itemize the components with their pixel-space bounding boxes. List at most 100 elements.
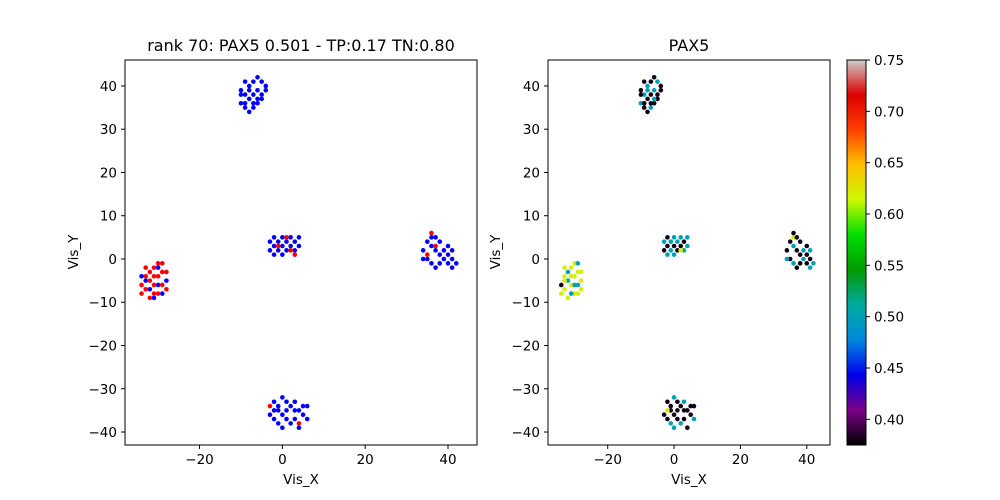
colorbar-tick-label: 0.55: [874, 258, 904, 274]
colorbar-frame: [846, 59, 867, 446]
right-scatter-point: [645, 96, 650, 102]
right-scatter-point: [641, 100, 647, 106]
left-scatter-point: [246, 87, 252, 93]
right-scatter-point: [651, 87, 657, 93]
right-scatter-point: [668, 248, 674, 253]
left-scatter-point: [425, 256, 430, 262]
right-scatter-point: [572, 261, 577, 266]
right-scatter-point: [575, 282, 581, 288]
left-scatter-point: [300, 403, 306, 409]
right-scatter-point: [681, 408, 687, 413]
right-scatter-point: [807, 248, 813, 253]
left-scatter-point: [304, 416, 310, 422]
right-scatter-point: [648, 100, 654, 106]
left-scatter-point: [433, 235, 438, 240]
right-scatter-point: [671, 395, 677, 400]
left-scatter-point: [449, 265, 455, 270]
left-scatter-point: [267, 248, 273, 253]
left-scatter-point: [445, 243, 451, 249]
left-scatter-point: [429, 243, 434, 249]
right-scatter-point: [665, 243, 670, 249]
left-x-tick-label: 0: [278, 452, 287, 468]
left-scatter-point: [284, 408, 289, 413]
left-y-tick-label: −30: [89, 382, 118, 398]
left-scatter-point: [155, 282, 161, 288]
left-scatter-point: [429, 261, 434, 266]
right-scatter-point: [562, 265, 567, 270]
left-scatter-point: [155, 273, 161, 279]
right-y-tick-label: −30: [512, 382, 541, 398]
left-scatter-point: [275, 421, 281, 426]
right-scatter-point: [565, 295, 571, 301]
right-scatter-point: [685, 408, 690, 413]
right-scatter-point: [691, 403, 697, 409]
left-scatter-point: [296, 408, 302, 413]
right-y-ticks: −40 −30 −20 −10 0 10 20 30 40: [512, 79, 548, 441]
right-x-tick-label: 20: [732, 452, 749, 468]
right-y-tick-label: 40: [523, 79, 540, 95]
right-scatter-point: [681, 416, 687, 422]
left-scatter-point: [155, 291, 161, 296]
right-scatter-point: [651, 75, 657, 80]
right-scatter-point: [568, 282, 574, 288]
right-x-ticks: −20 0 20 40: [593, 445, 815, 468]
left-x-tick-label: 40: [439, 452, 456, 468]
right-scatter-point: [645, 83, 650, 89]
left-y-tick-label: 30: [100, 122, 117, 138]
left-scatter-point: [292, 248, 298, 253]
right-plot-frame: [547, 59, 831, 446]
left-scatter-point: [271, 252, 277, 257]
right-scatter-point: [681, 248, 687, 253]
right-scatter-point: [661, 239, 667, 244]
right-scatter-point: [671, 243, 677, 249]
right-scatter-point: [688, 412, 693, 418]
left-scatter-point: [147, 286, 153, 292]
left-scatter-point: [425, 252, 430, 257]
right-scatter-point: [668, 403, 674, 409]
right-y-tick-label: −10: [512, 295, 541, 311]
right-scatter-point: [645, 109, 650, 115]
left-scatter-point: [420, 256, 426, 262]
colorbar-tick-label: 0.40: [874, 412, 904, 428]
left-scatter-point: [255, 100, 260, 106]
right-scatter-point: [678, 421, 684, 426]
left-scatter-point: [242, 105, 248, 110]
left-scatter-point: [441, 248, 447, 253]
right-scatter-point: [794, 265, 800, 270]
left-scatter-point: [296, 421, 302, 426]
left-scatter-point: [280, 425, 285, 430]
right-scatter-point: [784, 256, 790, 262]
left-scatter-point: [267, 239, 273, 244]
right-x-axis-label: Vis_X: [671, 472, 707, 488]
right-scatter-point: [648, 79, 654, 84]
right-scatter-point: [655, 92, 660, 97]
left-scatter-point: [433, 243, 438, 249]
left-scatter-point: [288, 248, 293, 253]
left-scatter-point: [271, 408, 277, 413]
left-scatter-point: [453, 261, 459, 266]
left-scatter-panel: rank 70: PAX5 0.501 - TP:0.17 TN:0.80 −2…: [66, 36, 478, 488]
right-scatter-point: [791, 230, 796, 236]
right-scatter-point: [807, 265, 813, 270]
right-scatter-point: [638, 87, 644, 93]
left-scatter-point: [151, 273, 157, 279]
right-scatter-point: [558, 291, 564, 296]
right-scatter-point: [671, 235, 677, 240]
left-scatter-point: [437, 239, 443, 244]
left-scatter-point: [275, 248, 281, 253]
left-scatter-point: [251, 100, 256, 106]
colorbar-tick-label: 0.60: [874, 207, 904, 223]
left-scatter-point: [433, 265, 438, 270]
right-scatter-point: [572, 291, 577, 296]
left-scatter-point: [238, 100, 244, 106]
right-scatter-point: [787, 239, 793, 244]
right-scatter-point: [791, 261, 796, 266]
right-scatter-point: [651, 96, 657, 102]
left-scatter-point: [292, 239, 298, 244]
left-scatter-point: [242, 100, 248, 106]
left-scatter-point: [139, 291, 144, 296]
right-scatter-point: [804, 252, 810, 257]
left-x-tick-label: −20: [185, 452, 214, 468]
left-scatter-point: [164, 269, 169, 275]
